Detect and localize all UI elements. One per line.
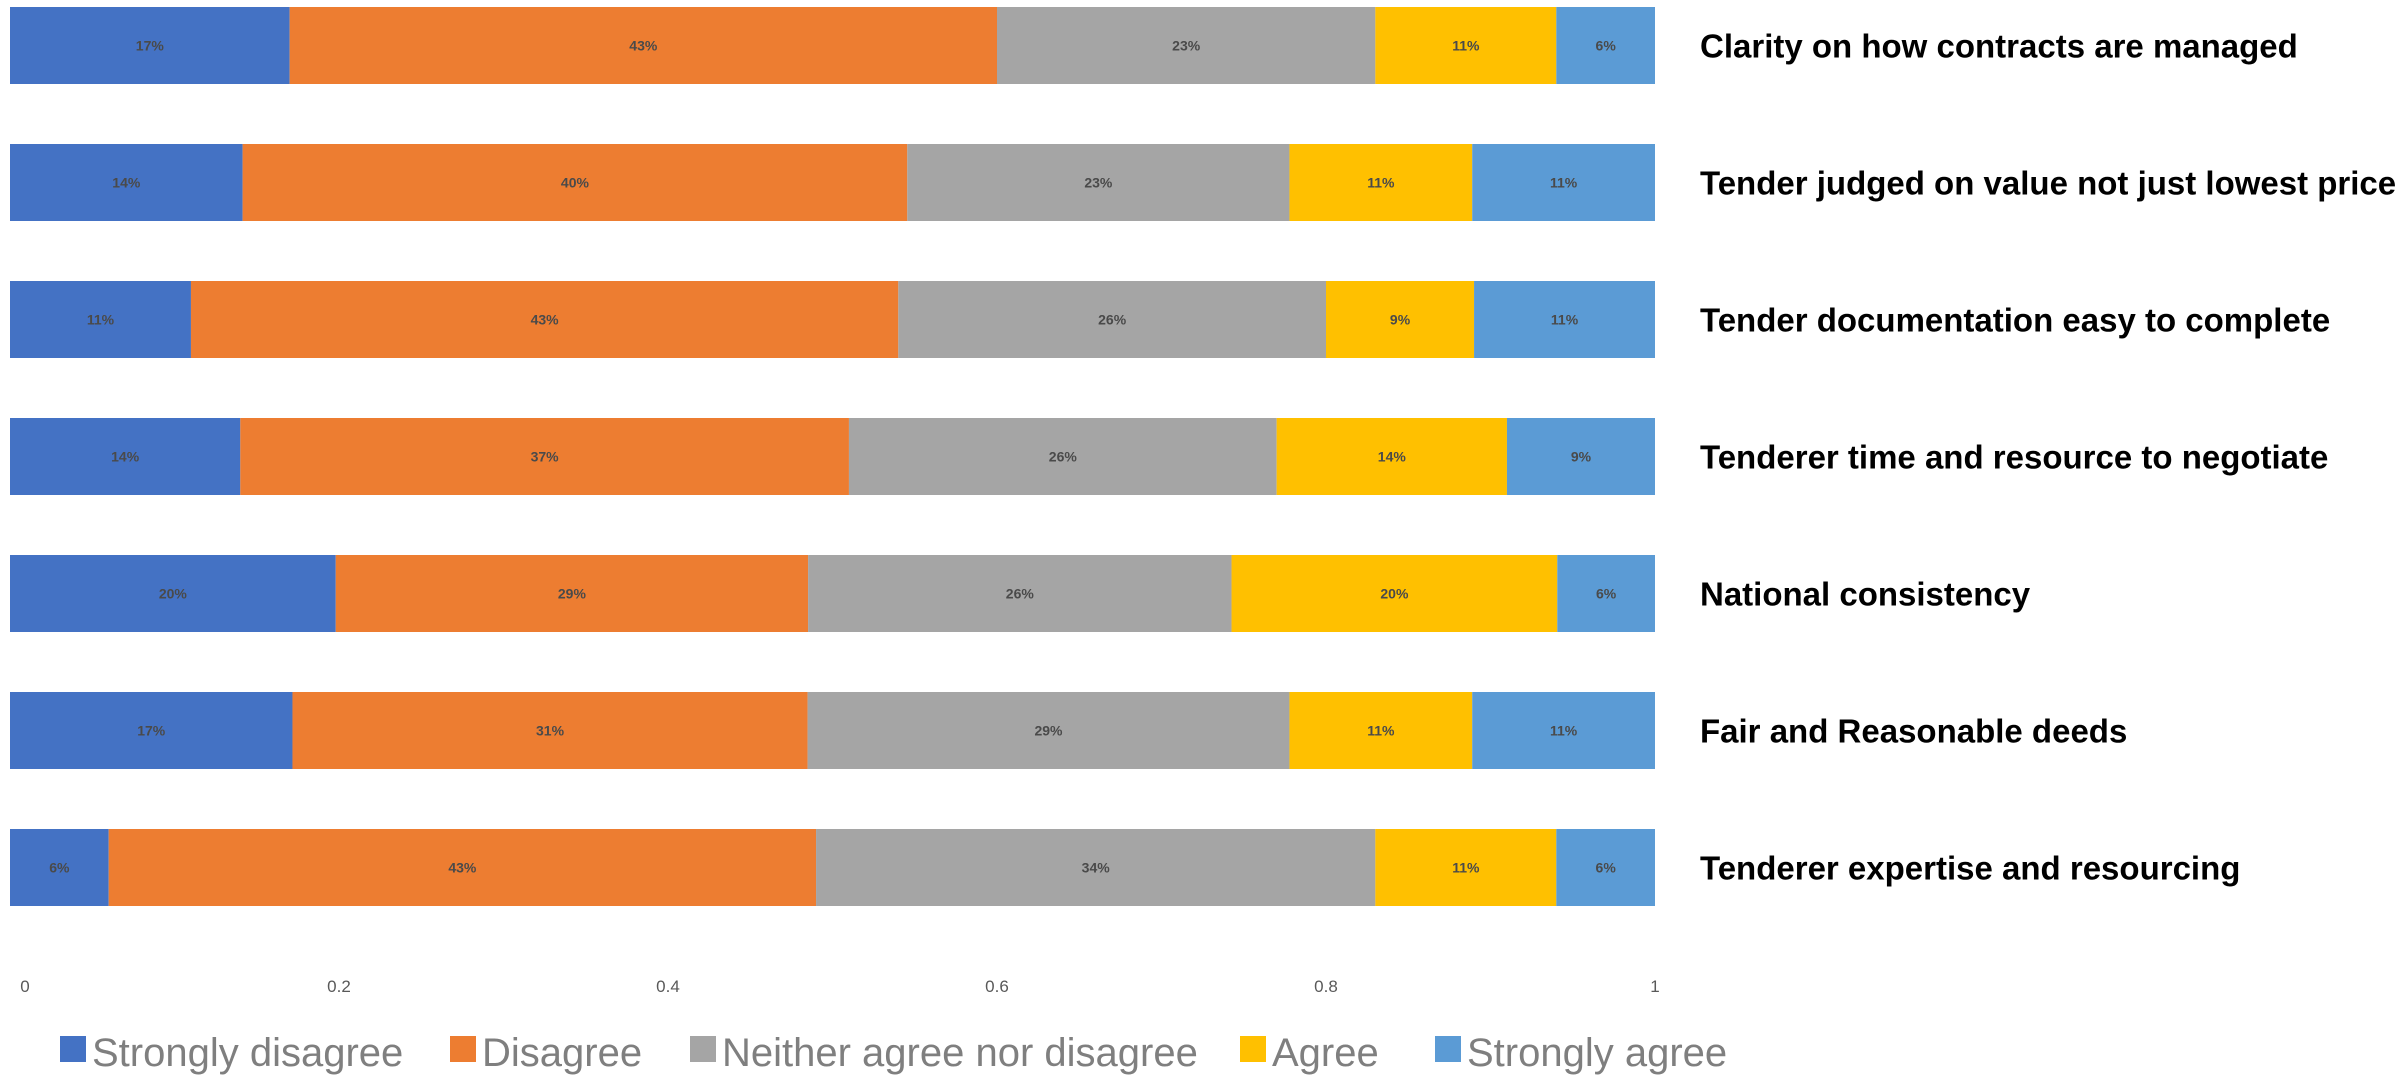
bar-segment [10,555,336,632]
bar-segment [1375,829,1557,906]
bar-segment [10,829,109,906]
category-label: National consistency [1700,576,2031,613]
bar-segment [907,144,1290,221]
data-label: 11% [87,312,115,328]
data-label: 6% [49,860,70,876]
bar-segment [190,281,899,358]
bar-segment [1474,281,1655,358]
bar-segment [1375,7,1557,84]
bar-area: 17% 43% 23% 11% 6% 14% 40% 23% 11% 11% 11% 43% 26% 9%… [10,7,1655,906]
category-label: Tender judged on value not just lowest p… [1700,165,2396,202]
bar-segment [108,829,817,906]
bar-segment [240,418,849,495]
data-label: 9% [1390,312,1411,328]
data-label: 11% [1367,723,1395,739]
data-label: 11% [1452,38,1480,54]
data-label: 29% [1034,723,1063,739]
bar-segment [1289,144,1473,221]
data-label: 23% [1084,175,1113,191]
data-label: 11% [1452,860,1480,876]
bar-segment [10,281,191,358]
legend-label: Strongly agree [1467,1031,1727,1075]
data-label: 11% [1550,175,1578,191]
category-label: Clarity on how contracts are managed [1700,28,2298,65]
data-label: 37% [531,449,560,465]
data-label: 29% [558,586,587,602]
data-label: 20% [1380,586,1409,602]
data-label: 40% [561,175,590,191]
bar-segment [10,7,290,84]
category-label: Tenderer time and resource to negotiate [1700,439,2328,476]
data-label: 23% [1172,38,1201,54]
bar-segment [292,692,808,769]
x-axis: 0 0.2 0.4 0.6 0.8 1 [20,977,1659,996]
bar-segment [1472,692,1655,769]
data-label: 43% [448,860,477,876]
legend-swatch [1435,1036,1461,1062]
data-label: 14% [111,449,140,465]
bar-segment [816,829,1376,906]
legend: Strongly disagree Disagree Neither agree n… [60,1031,1727,1075]
x-tick-label: 0.4 [656,977,680,996]
bar-segment [997,7,1376,84]
bar-segment [1472,144,1655,221]
bar-segment [335,555,809,632]
data-label: 11% [1367,175,1395,191]
x-tick-label: 0.8 [1314,977,1338,996]
bar-segment [1556,7,1655,84]
data-label: 43% [531,312,560,328]
legend-swatch [450,1036,476,1062]
data-label: 43% [629,38,658,54]
data-label: 9% [1571,449,1592,465]
x-tick-label: 0.2 [327,977,351,996]
data-label: 31% [536,723,565,739]
bar-segment [289,7,997,84]
data-label: 6% [1596,586,1617,602]
category-label: Tender documentation easy to complete [1700,302,2330,339]
data-label: 26% [1006,586,1035,602]
bar-segment [10,418,241,495]
category-labels: Clarity on how contracts are managed Tend… [1700,28,2396,887]
legend-label: Disagree [482,1031,642,1075]
data-label: 6% [1596,38,1617,54]
bar-segment [848,418,1277,495]
data-label: 26% [1098,312,1127,328]
legend-swatch [690,1036,716,1062]
data-label: 26% [1049,449,1078,465]
bar-segment [10,144,243,221]
data-label: 14% [112,175,141,191]
bar-segment [242,144,908,221]
bar-segment [10,692,293,769]
data-label: 6% [1596,860,1617,876]
bar-segment [1557,555,1655,632]
legend-swatch [1240,1036,1266,1062]
bar-segment [1276,418,1507,495]
bar-segment [1289,692,1473,769]
legend-label: Agree [1272,1031,1379,1075]
bar-segment [807,692,1290,769]
category-label: Tenderer expertise and resourcing [1700,850,2240,887]
data-label: 14% [1378,449,1407,465]
bar-segment [1506,418,1655,495]
data-label: 11% [1550,723,1578,739]
x-tick-label: 0.6 [985,977,1009,996]
bar-segment [1231,555,1558,632]
data-label: 17% [137,723,166,739]
data-label: 20% [159,586,188,602]
x-tick-label: 1 [1650,977,1659,996]
legend-label: Strongly disagree [92,1031,403,1075]
data-label: 34% [1082,860,1111,876]
bar-segment [1556,829,1655,906]
bar-segment [808,555,1232,632]
category-label: Fair and Reasonable deeds [1700,713,2127,750]
data-label: 17% [136,38,165,54]
x-tick-label: 0 [20,977,29,996]
bar-segment [898,281,1326,358]
data-label: 11% [1551,312,1579,328]
legend-label: Neither agree nor disagree [722,1031,1198,1075]
bar-segment [1326,281,1475,358]
legend-swatch [60,1036,86,1062]
